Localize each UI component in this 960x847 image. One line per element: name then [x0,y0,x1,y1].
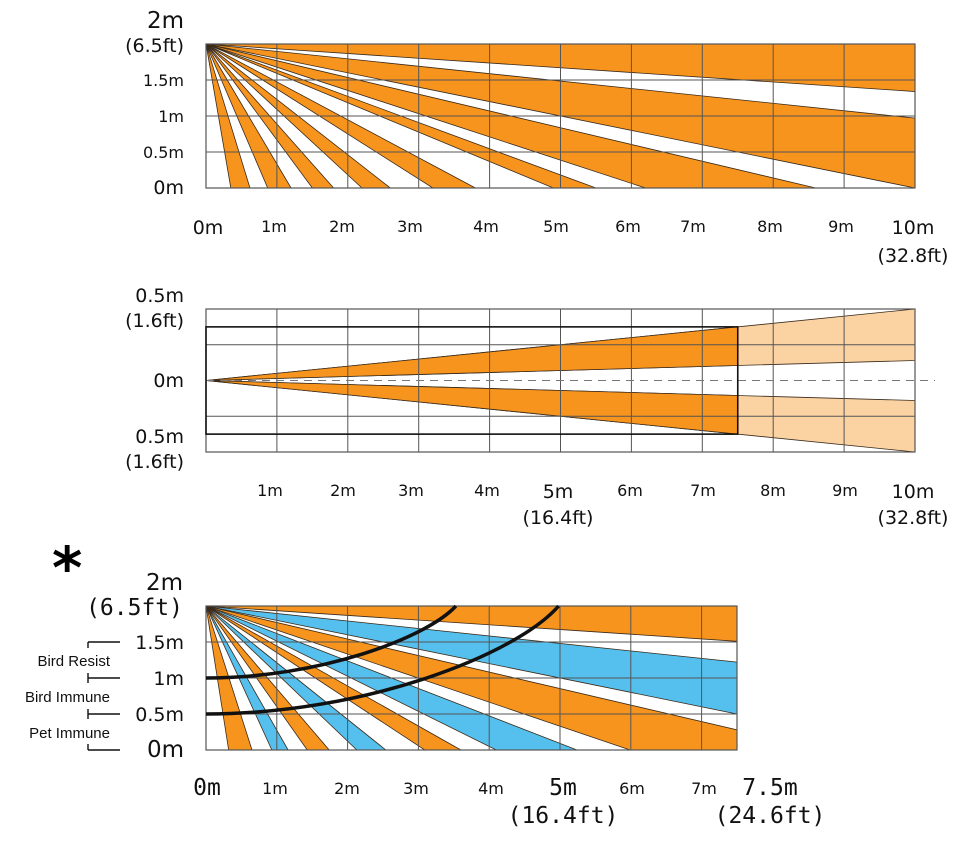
x-tick-label: 6m [619,779,645,798]
y-tick-sublabel: (6.5ft) [125,35,184,57]
x-tick-label: 1m [261,217,287,236]
x-tick-sublabel: (24.6ft) [715,803,826,829]
zone-label-bird-resist: Bird Resist [37,653,110,670]
y-tick-sublabel: (1.6ft) [125,310,184,332]
x-tick-label: 9m [828,217,854,236]
x-tick-label: 3m [403,779,429,798]
asterisk-marker: * [52,534,82,602]
y-tick-label: 0.5m [135,426,184,448]
x-tick-label: 5m [543,481,574,503]
x-tick-label: 1m [262,779,288,798]
range-curve [205,604,458,680]
y-tick-label: 1.5m [143,71,184,90]
x-tick-label: 4m [478,779,504,798]
x-tick-sublabel: (16.4ft) [523,507,594,529]
x-tick-label: 6m [615,217,641,236]
detection-beam [205,380,739,435]
y-tick-label: 0.5m [143,143,184,162]
x-tick-label: 4m [474,481,500,500]
x-tick-label: 2m [334,779,360,798]
x-tick-label: 0m [193,217,224,239]
x-tick-label: 10m [892,217,935,239]
x-tick-label: 7m [690,481,716,500]
y-tick-label: 1m [153,668,184,690]
x-tick-label: 2m [329,217,355,236]
range-curve [205,604,560,716]
y-tick-label: 2m [146,570,183,596]
y-tick-label: 0m [153,370,184,392]
x-tick-label: 6m [617,481,643,500]
detection-beam [205,326,739,381]
x-tick-label: 4m [473,217,499,236]
top-view-chart: 0.5m (1.6ft) 0m 0.5m (1.6ft) 1m 2m 3m 4m 5m (16.4f… [125,285,948,529]
zone-label-bird-immune: Bird Immune [25,689,110,706]
y-tick-sublabel: (6.5ft) [86,595,183,621]
x-tick-label: 1m [257,481,283,500]
x-tick-label: 3m [397,217,423,236]
x-tick-label: 3m [398,481,424,500]
y-tick-label: 0.5m [135,285,184,307]
x-tick-label: 9m [832,481,858,500]
y-tick-label: 1.5m [135,632,184,654]
x-tick-label: 5m [543,217,569,236]
y-tick-label: 0.5m [135,704,184,726]
y-tick-label: 1m [158,107,184,126]
y-tick-label: 2m [147,8,184,34]
x-tick-label: 7m [691,779,717,798]
zone-label-pet-immune: Pet Immune [29,725,110,742]
coverage-box [205,326,739,435]
x-tick-sublabel: (32.8ft) [878,245,949,267]
x-tick-label: 10m [892,481,935,503]
y-tick-sublabel: (1.6ft) [125,451,184,473]
x-tick-label: 8m [760,481,786,500]
x-tick-label: 2m [330,481,356,500]
x-tick-sublabel: (16.4ft) [508,803,619,829]
x-tick-label: 7.5m [742,775,797,801]
chart-frame [205,43,916,189]
x-tick-label: 8m [757,217,783,236]
y-tick-label: 0m [147,737,184,763]
y-tick-label: 0m [153,177,184,199]
x-tick-label: 7m [680,217,706,236]
x-tick-label: 0m [193,775,221,801]
x-tick-sublabel: (32.8ft) [878,507,949,529]
x-tick-label: 5m [549,775,577,801]
